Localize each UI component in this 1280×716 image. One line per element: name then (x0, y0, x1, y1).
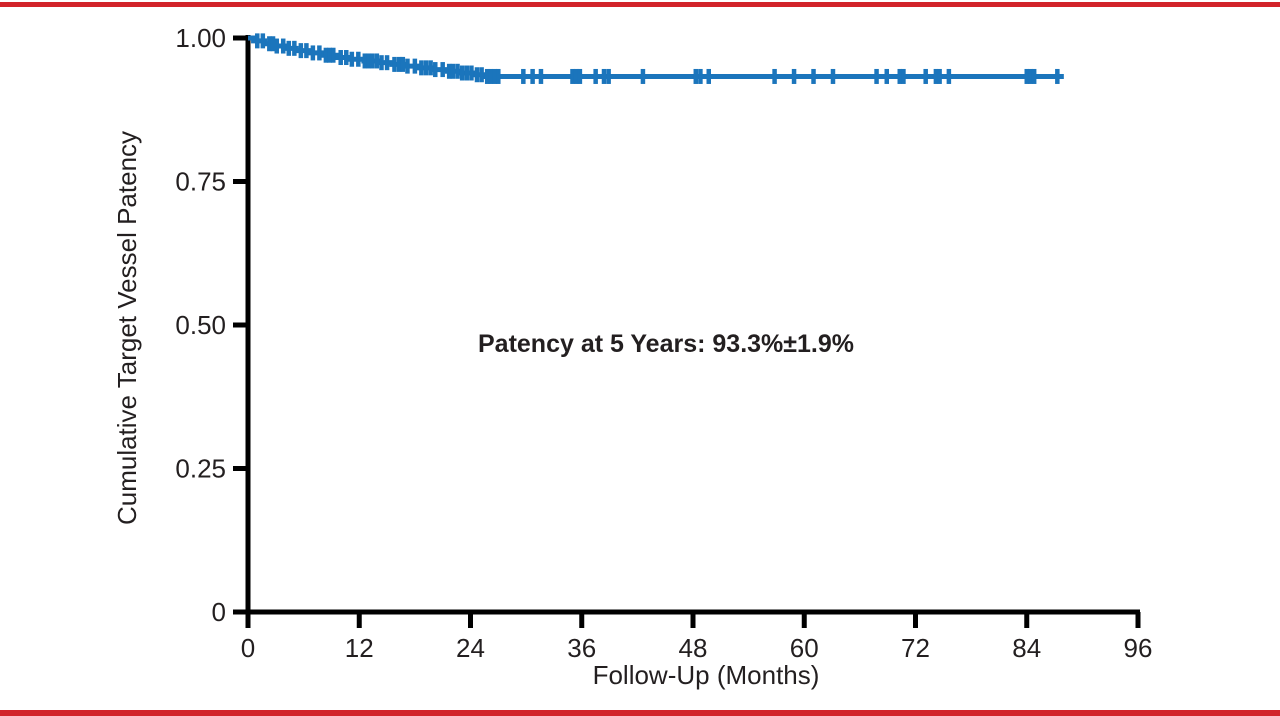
y-tick-label: 0 (212, 597, 226, 627)
x-tick-label: 36 (567, 633, 596, 663)
x-tick-label: 60 (790, 633, 819, 663)
x-tick-label: 12 (345, 633, 374, 663)
x-tick-label: 72 (901, 633, 930, 663)
y-tick-label: 0.25 (175, 454, 226, 484)
axis-spine (245, 35, 1140, 615)
y-tick-label: 0.75 (175, 167, 226, 197)
x-tick-label: 84 (1012, 633, 1041, 663)
curve-layer (248, 33, 1064, 84)
x-tick-label: 48 (679, 633, 708, 663)
bottom-accent-bar (0, 710, 1280, 716)
patency-annotation: Patency at 5 Years: 93.3%±1.9% (478, 330, 854, 358)
x-tick-label: 0 (241, 633, 255, 663)
y-tick-label: 0.50 (175, 310, 226, 340)
x-tick-label: 96 (1124, 633, 1153, 663)
y-axis-title: Cumulative Target Vessel Patency (112, 131, 142, 525)
y-tick-label: 1.00 (175, 23, 226, 53)
x-tick-label: 24 (456, 633, 485, 663)
x-axis-title: Follow-Up (Months) (593, 660, 820, 690)
axes-layer: 1.00 0.75 0.50 0.25 00 12 24 36 48 60 72 84 96 (175, 23, 1152, 663)
top-accent-bar (0, 2, 1280, 7)
